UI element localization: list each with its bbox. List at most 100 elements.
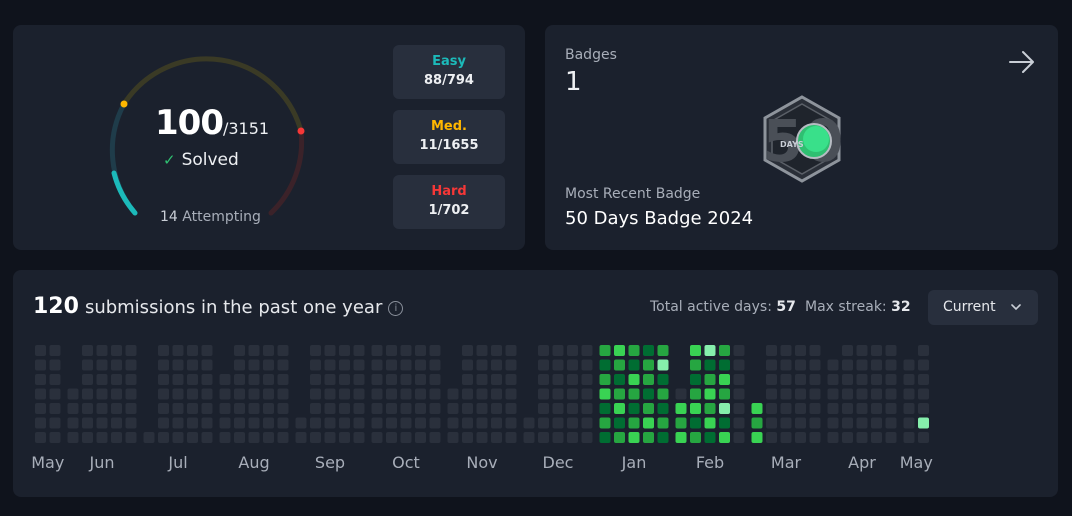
- heatmap-cell[interactable]: [234, 374, 245, 385]
- heatmap-cell[interactable]: [172, 359, 184, 371]
- heatmap-cell[interactable]: [842, 374, 853, 385]
- heatmap-cell[interactable]: [447, 432, 459, 443]
- heatmap-cell[interactable]: [447, 403, 459, 414]
- heatmap-cell[interactable]: [82, 374, 93, 385]
- heatmap-cell[interactable]: [918, 388, 929, 400]
- heatmap-cell[interactable]: [795, 432, 806, 443]
- heatmap-cell[interactable]: [871, 432, 882, 443]
- heatmap-cell[interactable]: [505, 403, 517, 414]
- heatmap-cell[interactable]: [719, 374, 730, 385]
- heatmap-cell[interactable]: [277, 374, 289, 385]
- heatmap-cell[interactable]: [187, 403, 198, 414]
- heatmap-cell[interactable]: [690, 403, 701, 414]
- heatmap-cell[interactable]: [614, 388, 625, 400]
- heatmap-cell[interactable]: [599, 432, 611, 443]
- heatmap-cell[interactable]: [219, 374, 231, 385]
- heatmap-cell[interactable]: [614, 359, 625, 371]
- heatmap-cell[interactable]: [903, 417, 915, 429]
- heatmap-cell[interactable]: [429, 432, 441, 443]
- heatmap-cell[interactable]: [827, 403, 839, 414]
- heatmap-cell[interactable]: [248, 374, 260, 385]
- heatmap-cell[interactable]: [234, 388, 245, 400]
- heatmap-cell[interactable]: [371, 345, 383, 356]
- heatmap-cell[interactable]: [567, 417, 578, 429]
- heatmap-cell[interactable]: [82, 403, 93, 414]
- heatmap-cell[interactable]: [429, 403, 441, 414]
- heatmap-cell[interactable]: [552, 345, 564, 356]
- heatmap-cell[interactable]: [158, 359, 169, 371]
- heatmap-cell[interactable]: [277, 359, 289, 371]
- heatmap-cell[interactable]: [657, 345, 669, 356]
- heatmap-cell[interactable]: [324, 374, 336, 385]
- heatmap-cell[interactable]: [567, 374, 578, 385]
- heatmap-cell[interactable]: [628, 374, 640, 385]
- heatmap-cell[interactable]: [918, 417, 929, 429]
- heatmap-cell[interactable]: [49, 345, 61, 356]
- heatmap-cell[interactable]: [643, 374, 654, 385]
- heatmap-cell[interactable]: [599, 388, 611, 400]
- heatmap-cell[interactable]: [766, 374, 777, 385]
- heatmap-cell[interactable]: [719, 432, 730, 443]
- heatmap-cell[interactable]: [447, 417, 459, 429]
- heatmap-cell[interactable]: [903, 388, 915, 400]
- heatmap-cell[interactable]: [552, 432, 564, 443]
- heatmap-cell[interactable]: [538, 359, 549, 371]
- heatmap-cell[interactable]: [809, 403, 821, 414]
- heatmap-cell[interactable]: [111, 417, 122, 429]
- heatmap-cell[interactable]: [643, 345, 654, 356]
- heatmap-cell[interactable]: [462, 359, 473, 371]
- heatmap-cell[interactable]: [371, 403, 383, 414]
- heatmap-cell[interactable]: [143, 432, 155, 443]
- heatmap-cell[interactable]: [567, 432, 578, 443]
- heatmap-cell[interactable]: [599, 403, 611, 414]
- medium-stat[interactable]: Med. 11/1655: [393, 110, 505, 164]
- heatmap-cell[interactable]: [871, 417, 882, 429]
- heatmap-cell[interactable]: [581, 388, 593, 400]
- heatmap-cell[interactable]: [704, 345, 716, 356]
- heatmap-cell[interactable]: [353, 359, 365, 371]
- heatmap-cell[interactable]: [67, 388, 79, 400]
- heatmap-cell[interactable]: [310, 374, 321, 385]
- heatmap-cell[interactable]: [599, 345, 611, 356]
- heatmap-cell[interactable]: [201, 345, 213, 356]
- heatmap-cell[interactable]: [871, 388, 882, 400]
- heatmap-cell[interactable]: [538, 388, 549, 400]
- heatmap-cell[interactable]: [628, 432, 640, 443]
- heatmap-cell[interactable]: [690, 388, 701, 400]
- heatmap-cell[interactable]: [324, 345, 336, 356]
- heatmap-cell[interactable]: [49, 388, 61, 400]
- heatmap-cell[interactable]: [415, 403, 426, 414]
- heatmap-cell[interactable]: [599, 374, 611, 385]
- heatmap-cell[interactable]: [49, 403, 61, 414]
- heatmap-cell[interactable]: [842, 345, 853, 356]
- heatmap-cell[interactable]: [476, 359, 488, 371]
- heatmap-cell[interactable]: [552, 359, 564, 371]
- heatmap-cell[interactable]: [704, 417, 716, 429]
- heatmap-cell[interactable]: [339, 417, 350, 429]
- heatmap-cell[interactable]: [415, 345, 426, 356]
- heatmap-cell[interactable]: [719, 417, 730, 429]
- heatmap-cell[interactable]: [371, 374, 383, 385]
- heatmap-cell[interactable]: [690, 432, 701, 443]
- heatmap-cell[interactable]: [766, 359, 777, 371]
- heatmap-cell[interactable]: [263, 403, 274, 414]
- info-icon[interactable]: i: [388, 301, 404, 316]
- heatmap-cell[interactable]: [187, 374, 198, 385]
- heatmap-cell[interactable]: [885, 403, 897, 414]
- heatmap-cell[interactable]: [657, 359, 669, 371]
- heatmap-cell[interactable]: [885, 374, 897, 385]
- heatmap-cell[interactable]: [386, 432, 397, 443]
- heatmap-cell[interactable]: [324, 417, 336, 429]
- heatmap-cell[interactable]: [35, 374, 46, 385]
- heatmap-cell[interactable]: [201, 403, 213, 414]
- heatmap-cell[interactable]: [263, 388, 274, 400]
- heatmap-cell[interactable]: [581, 374, 593, 385]
- heatmap-cell[interactable]: [219, 432, 231, 443]
- heatmap-cell[interactable]: [581, 359, 593, 371]
- easy-stat[interactable]: Easy 88/794: [393, 45, 505, 99]
- heatmap-cell[interactable]: [429, 345, 441, 356]
- heatmap-cell[interactable]: [809, 345, 821, 356]
- heatmap-cell[interactable]: [780, 388, 792, 400]
- heatmap-cell[interactable]: [400, 403, 412, 414]
- heatmap-cell[interactable]: [567, 388, 578, 400]
